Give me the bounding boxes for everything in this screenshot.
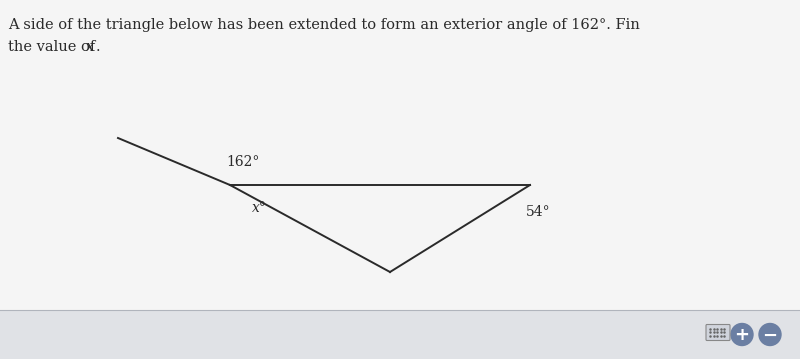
Text: .: . <box>96 40 101 54</box>
Text: the value of: the value of <box>8 40 100 54</box>
Text: x: x <box>86 40 94 54</box>
FancyBboxPatch shape <box>706 325 730 340</box>
Text: 162°: 162° <box>226 155 259 169</box>
Text: x°: x° <box>252 201 267 215</box>
Bar <box>0 310 800 359</box>
Text: −: − <box>762 326 778 345</box>
Text: 54°: 54° <box>526 205 550 219</box>
Text: +: + <box>734 326 750 344</box>
Circle shape <box>731 323 753 345</box>
Circle shape <box>759 323 781 345</box>
Text: A side of the triangle below has been extended to form an exterior angle of 162°: A side of the triangle below has been ex… <box>8 18 640 32</box>
